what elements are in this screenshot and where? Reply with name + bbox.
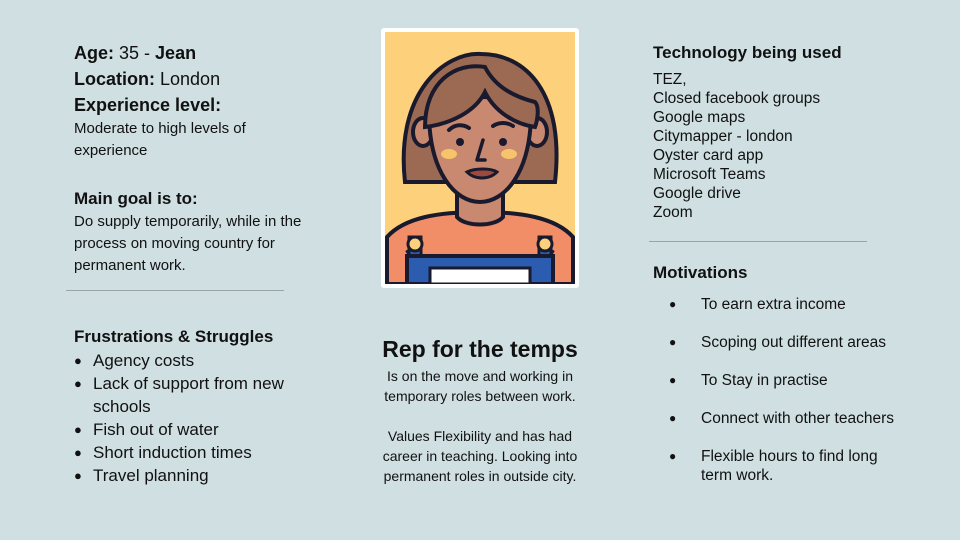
persona-desc-1: Is on the move and working in temporary … (384, 368, 576, 404)
list-item: Microsoft Teams (653, 166, 766, 183)
experience-label: Experience level: (74, 95, 222, 115)
technology-section: Technology being used TEZ, Closed facebo… (653, 42, 913, 222)
frustrations-list: Agency costs Lack of support from new sc… (74, 349, 324, 487)
list-item: Flexible hours to find long term work. (653, 447, 901, 485)
location-value: London (160, 69, 221, 89)
list-item: Short induction times (74, 441, 324, 464)
avatar-frame (381, 28, 579, 288)
list-item: Closed facebook groups (653, 90, 821, 107)
location-line: Location: London (74, 66, 314, 92)
list-item: Lack of support from new schools (74, 372, 293, 418)
age-line: Age: 35 - Jean (74, 40, 314, 66)
goal-section: Main goal is to: Do supply temporarily, … (74, 187, 314, 277)
technology-title: Technology being used (653, 43, 842, 62)
list-item: Scoping out different areas (653, 333, 921, 352)
list-item: Google drive (653, 185, 741, 202)
experience-value: Moderate to high levels of experience (74, 120, 246, 159)
list-item: Fish out of water (74, 418, 324, 441)
age-value: 35 (119, 43, 140, 63)
list-item: Oyster card app (653, 147, 764, 164)
name-separator: - (139, 43, 156, 63)
list-item: TEZ, (653, 71, 687, 88)
list-item: Travel planning (74, 464, 324, 487)
avatar (385, 32, 575, 284)
persona-name: Jean (155, 43, 197, 63)
list-item: Connect with other teachers (653, 409, 921, 428)
goal-value: Do supply temporarily, while in the proc… (74, 213, 302, 274)
technology-list: TEZ, Closed facebook groups Google maps … (653, 70, 913, 222)
list-item: Agency costs (74, 349, 324, 372)
goal-label: Main goal is to: (74, 189, 198, 208)
list-item: To Stay in practise (653, 371, 901, 390)
profile-section: Age: 35 - Jean Location: London Experien… (74, 40, 314, 162)
frustrations-title: Frustrations & Struggles (74, 327, 274, 346)
list-item: Citymapper - london (653, 128, 793, 145)
age-label: Age: (74, 43, 114, 63)
frustrations-section: Frustrations & Struggles Agency costs La… (74, 325, 324, 487)
divider-left (66, 290, 284, 291)
persona-desc-2: Values Flexibility and has had career in… (382, 428, 578, 484)
list-item: Zoom (653, 204, 693, 221)
divider-right (649, 241, 867, 242)
persona-title: Rep for the temps (382, 336, 578, 362)
list-item: Google maps (653, 109, 746, 126)
motivations-title: Motivations (653, 263, 748, 282)
list-item: To earn extra income (653, 295, 901, 314)
location-label: Location: (74, 69, 155, 89)
